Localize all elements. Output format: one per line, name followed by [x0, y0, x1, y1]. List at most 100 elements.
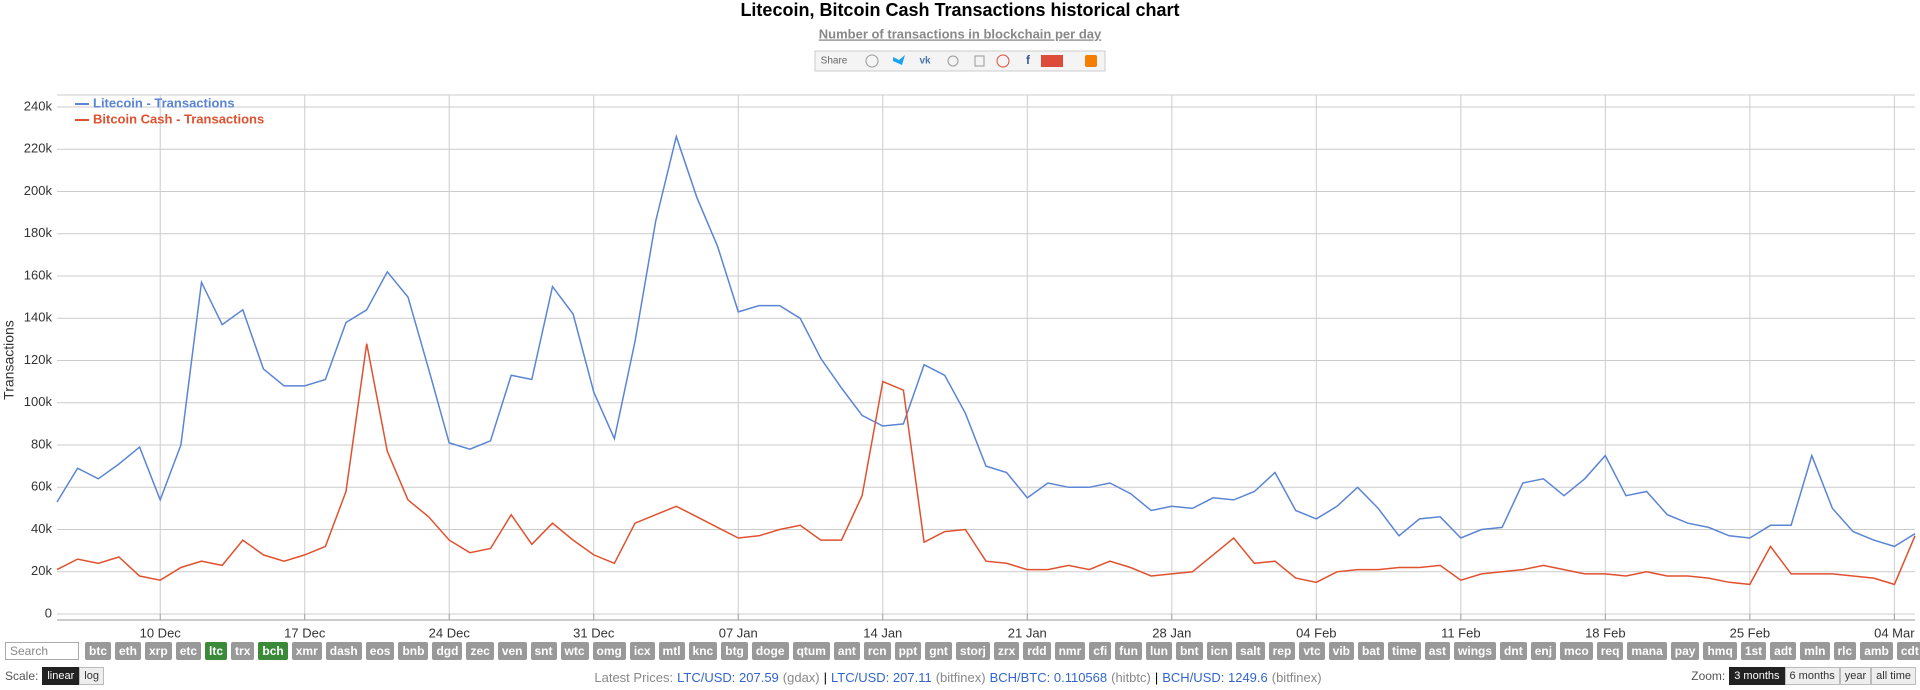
coin-tag[interactable]: eth	[115, 642, 141, 660]
coin-tag[interactable]: dash	[325, 642, 362, 660]
coin-tag[interactable]: mana	[1627, 642, 1667, 660]
coin-tag[interactable]: qtum	[792, 642, 830, 660]
coin-tag[interactable]: bat	[1358, 642, 1384, 660]
coin-tag[interactable]: omg	[592, 642, 626, 660]
y-tick-label: 60k	[31, 479, 52, 494]
coin-tag[interactable]: bch	[258, 642, 288, 660]
x-tick-label: 04 Feb	[1296, 625, 1336, 640]
price: LTC/USD: 207.59	[677, 670, 779, 685]
coin-tag[interactable]: rlc	[1833, 642, 1857, 660]
coin-tag[interactable]: ant	[833, 642, 860, 660]
y-tick-label: 240k	[24, 98, 53, 113]
x-tick-label: 17 Dec	[284, 625, 326, 640]
coin-tag[interactable]: pay	[1670, 642, 1700, 660]
share-icon[interactable]	[893, 55, 905, 65]
coin-tag[interactable]: lun	[1145, 642, 1172, 660]
y-tick-label: 100k	[24, 394, 53, 409]
coin-tag[interactable]: ltc	[205, 642, 228, 660]
prices-label: Latest Prices:	[594, 670, 674, 685]
scale-control: Scale: linear log	[5, 667, 104, 685]
plot-area: 0 20k 40k 60k 80k 100k 120k 140k 160k 180k 200k 220…	[24, 94, 1916, 640]
price-source: (bitfinex)	[1271, 670, 1322, 685]
coin-tag[interactable]: dnt	[1500, 642, 1527, 660]
coin-tag[interactable]: cdt	[1896, 642, 1920, 660]
coin-tag[interactable]: snt	[530, 642, 557, 660]
scale-button[interactable]: linear	[42, 667, 80, 685]
y-tick-label: 80k	[31, 436, 52, 451]
chart-subtitle: Number of transactions in blockchain per…	[819, 26, 1102, 41]
line-series	[56, 133, 1916, 548]
coin-tag[interactable]: storj	[955, 642, 990, 660]
zoom-button[interactable]: 3 months	[1729, 667, 1785, 685]
y-tick-label: 120k	[24, 352, 53, 367]
price: LTC/USD: 207.11	[831, 670, 932, 685]
share-bar: Share vk f	[814, 50, 1106, 72]
coin-tag[interactable]: adt	[1770, 642, 1797, 660]
y-tick-label: 180k	[24, 225, 53, 240]
zoom-button[interactable]: year	[1839, 667, 1872, 685]
share-icon[interactable]: f	[1026, 53, 1031, 67]
coin-tag[interactable]: cfi	[1089, 642, 1112, 660]
coin-tag[interactable]: ppt	[894, 642, 922, 660]
coin-tag[interactable]: xrp	[145, 642, 172, 660]
coin-tag[interactable]: ven	[497, 642, 527, 660]
share-icon[interactable]	[1085, 55, 1097, 67]
coin-tag[interactable]: mtl	[658, 642, 685, 660]
zoom-button[interactable]: all time	[1871, 667, 1916, 685]
coin-tag[interactable]: doge	[751, 642, 789, 660]
y-tick-label: 140k	[24, 310, 53, 325]
coin-tag[interactable]: rdd	[1023, 642, 1051, 660]
coin-tag[interactable]: btc	[85, 642, 111, 660]
coin-tag[interactable]: wtc	[560, 642, 589, 660]
coin-tag[interactable]: etc	[175, 642, 202, 660]
coin-tag[interactable]: req	[1596, 642, 1624, 660]
x-tick-label: 07 Jan	[719, 625, 758, 640]
share-icon[interactable]: vk	[919, 56, 931, 67]
coin-tag[interactable]: dgd	[432, 642, 463, 660]
coin-tag[interactable]: knc	[688, 642, 718, 660]
coin-row: Search btc eth xrp etc ltc trx bch xmr dash eos bn…	[5, 642, 1920, 660]
share-icon[interactable]	[1041, 55, 1063, 67]
coin-tag[interactable]: mco	[1560, 642, 1593, 660]
coin-tag[interactable]: salt	[1235, 642, 1265, 660]
coin-tag[interactable]: icx	[629, 642, 655, 660]
share-icon[interactable]	[947, 55, 959, 67]
coin-tag[interactable]: fun	[1115, 642, 1142, 660]
coin-tag[interactable]: zec	[466, 642, 494, 660]
line-series	[56, 343, 1916, 586]
coin-tag[interactable]: icn	[1206, 642, 1232, 660]
share-icon[interactable]	[865, 54, 879, 68]
coin-tag[interactable]: bnb	[398, 642, 429, 660]
price-source: (hitbtc)	[1111, 670, 1151, 685]
price-separator: |	[823, 670, 828, 685]
coin-tag[interactable]: gnt	[925, 642, 952, 660]
coin-tag[interactable]: ast	[1424, 642, 1451, 660]
chart-title: Litecoin, Bitcoin Cash Transactions hist…	[740, 0, 1179, 20]
coin-tag[interactable]: rcn	[863, 642, 891, 660]
latest-prices: Latest Prices: LTC/USD: 207.59 (gdax) | LTC…	[0, 670, 1920, 685]
zoom-button[interactable]: 6 months	[1784, 667, 1840, 685]
scale-button[interactable]: log	[79, 667, 104, 685]
coin-tag[interactable]: 1st	[1740, 642, 1767, 660]
coin-tag[interactable]: bnt	[1175, 642, 1203, 660]
y-tick-label: 20k	[31, 563, 52, 578]
coin-tag[interactable]: mln	[1800, 642, 1830, 660]
coin-tag[interactable]: vib	[1328, 642, 1354, 660]
scale-label: Scale:	[5, 669, 39, 683]
coin-tag[interactable]: btg	[721, 642, 748, 660]
coin-tag[interactable]: vtc	[1299, 642, 1325, 660]
coin-tag[interactable]: trx	[231, 642, 255, 660]
coin-tag[interactable]: enj	[1530, 642, 1557, 660]
coin-tag[interactable]: rep	[1268, 642, 1296, 660]
coin-tag[interactable]: xmr	[291, 642, 322, 660]
coin-tag[interactable]: amb	[1860, 642, 1893, 660]
share-icon[interactable]	[996, 54, 1010, 68]
coin-tag[interactable]: hmq	[1703, 642, 1737, 660]
coin-tag[interactable]: wings	[1454, 642, 1497, 660]
coin-tag[interactable]: eos	[365, 642, 395, 660]
search-box[interactable]: Search	[5, 642, 79, 660]
coin-tag[interactable]: time	[1388, 642, 1421, 660]
coin-tag[interactable]: nmr	[1054, 642, 1086, 660]
share-icon[interactable]	[974, 55, 985, 67]
coin-tag[interactable]: zrx	[993, 642, 1020, 660]
